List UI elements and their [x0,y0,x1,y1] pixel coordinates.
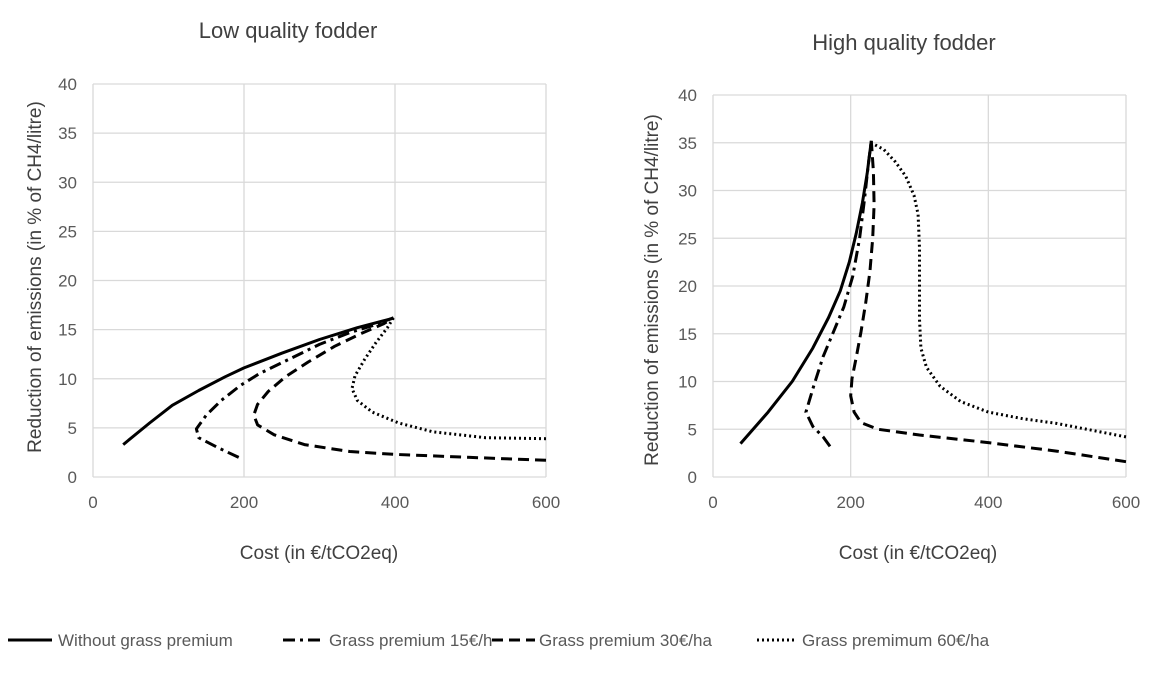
y-axis-label: Reduction of emissions (in % of CH4/litr… [25,101,46,453]
series-line-dotted [350,317,547,441]
x-axis-label: Cost (in €/tCO2eq) [240,543,398,564]
y-axis-label: Reduction of emissions (in % of CH4/litr… [642,114,663,466]
y-tick-label: 30 [58,173,77,192]
chart-title: High quality fodder [812,30,995,55]
y-tick-label: 25 [58,222,77,241]
legend-item-grass-premium-30: Grass premium 30€/ha [492,631,712,650]
y-tick-label: 0 [68,468,77,487]
x-tick-label: 0 [88,493,97,512]
y-tick-label: 25 [678,229,697,248]
x-tick-label: 400 [974,493,1002,512]
x-tick-label: 0 [708,493,717,512]
series-line-dashed [849,140,1127,464]
series-line-dashdot [194,316,395,459]
x-tick-label: 600 [532,493,560,512]
legend-label: Grass premimum 60€/ha [802,631,990,650]
y-tick-label: 5 [688,420,697,439]
y-tick-label: 20 [58,272,77,291]
chart-low-quality-fodder: Low quality fodder Reduction of emission… [25,18,560,564]
y-tick-label: 10 [678,373,697,392]
legend-item-grass-premium-15: Grass premium 15€/h [283,631,492,650]
y-tick-label: 40 [58,75,77,94]
series-line-dashdot [804,140,873,448]
y-tick-label: 5 [68,419,77,438]
legend-label: Grass premium 15€/h [329,631,492,650]
series-line-solid [739,140,873,445]
series-line-dotted [872,142,1127,439]
y-tick-label: 35 [678,134,697,153]
series-line-dashed [252,316,547,462]
legend: Without grass premium Grass premium 15€/… [8,631,990,650]
chart-title: Low quality fodder [199,18,378,43]
legend-item-grass-premium-60: Grass premimum 60€/ha [757,631,990,650]
y-tick-label: 10 [58,370,77,389]
chart-high-quality-fodder: High quality fodder Reduction of emissio… [642,30,1140,564]
x-tick-label: 400 [381,493,409,512]
y-tick-label: 35 [58,124,77,143]
x-tick-label: 600 [1112,493,1140,512]
series-line-solid [122,317,392,446]
y-tick-label: 15 [58,321,77,340]
y-tick-label: 0 [688,468,697,487]
y-tick-label: 30 [678,182,697,201]
legend-label: Grass premium 30€/ha [539,631,712,650]
x-tick-label: 200 [230,493,258,512]
legend-item-without-grass-premium: Without grass premium [8,631,233,650]
x-tick-label: 200 [836,493,864,512]
legend-label: Without grass premium [58,631,233,650]
y-tick-label: 15 [678,325,697,344]
x-axis-label: Cost (in €/tCO2eq) [839,543,997,564]
y-tick-label: 40 [678,86,697,105]
y-tick-label: 20 [678,277,697,296]
